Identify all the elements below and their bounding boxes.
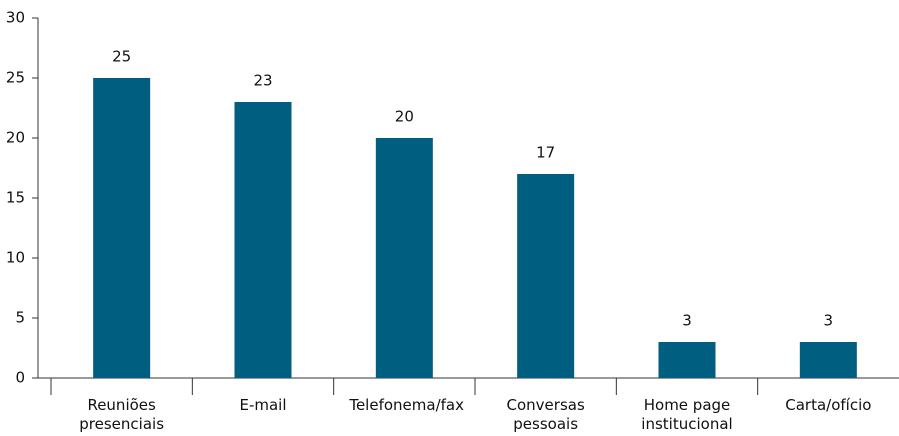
- bar: [517, 174, 575, 378]
- bar: [658, 342, 716, 378]
- y-tick-label: 15: [6, 189, 25, 207]
- y-tick-label: 10: [6, 249, 25, 267]
- value-label: 20: [395, 108, 414, 126]
- bar: [375, 138, 433, 378]
- y-tick-label: 25: [6, 69, 25, 87]
- y-tick-label: 30: [6, 9, 25, 27]
- y-tick-label: 0: [15, 369, 25, 387]
- x-tick-label: Conversas pessoais: [506, 396, 585, 433]
- value-label: 17: [536, 144, 555, 162]
- value-label: 25: [112, 48, 131, 66]
- y-tick-label: 20: [6, 129, 25, 147]
- bar: [93, 78, 151, 378]
- x-tick-label: Reuniões presenciais: [79, 396, 165, 433]
- value-label: 3: [682, 312, 692, 330]
- value-label: 23: [253, 72, 272, 90]
- x-tick-label: Telefonema/fax: [349, 396, 464, 414]
- x-tick-label: Carta/ofício: [785, 396, 872, 414]
- bar: [799, 342, 857, 378]
- x-tick-label: Home page institucional: [641, 396, 733, 433]
- y-tick-label: 5: [15, 309, 25, 327]
- value-label: 3: [824, 312, 834, 330]
- x-tick-label: E-mail: [239, 396, 287, 414]
- bar: [234, 102, 292, 378]
